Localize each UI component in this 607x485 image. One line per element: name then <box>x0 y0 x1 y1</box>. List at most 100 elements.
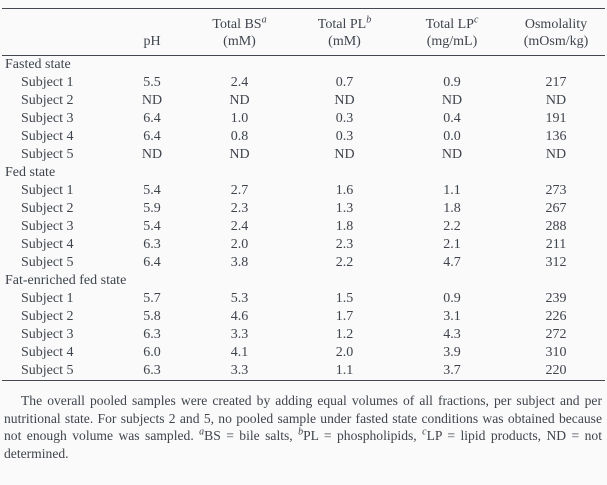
row-label: Subject 5 <box>21 363 74 378</box>
table-row: Subject 1 5.4 2.7 1.6 1.1 273 <box>2 182 605 200</box>
row-label: Subject 2 <box>21 93 74 108</box>
table-row: Subject 3 6.3 3.3 1.2 4.3 272 <box>2 326 605 344</box>
cell-value: ND <box>545 93 567 108</box>
cell-value: 2.4 <box>230 75 249 90</box>
cell-value: 272 <box>545 327 567 342</box>
cell-value: 1.0 <box>230 111 249 126</box>
cell-value: ND <box>229 93 250 108</box>
cell-value: 273 <box>545 183 567 198</box>
header-ph-label: pH <box>143 34 161 49</box>
cell-value: ND <box>141 147 163 162</box>
cell-value: 0.8 <box>230 129 249 144</box>
cell-value: 1.1 <box>335 363 354 378</box>
cell-value: 4.1 <box>230 345 249 360</box>
row-label: Subject 3 <box>21 219 74 234</box>
header-pl-superscript: b <box>366 14 372 26</box>
cell-value: 5.8 <box>143 309 161 324</box>
header-bs-superscript: a <box>261 14 267 26</box>
cell-value: 0.9 <box>443 75 461 90</box>
row-label: Subject 2 <box>21 309 74 324</box>
cell-value: 6.4 <box>143 111 161 126</box>
cell-value: 4.7 <box>443 255 461 270</box>
cell-value: 3.7 <box>443 363 461 378</box>
cell-value: 3.9 <box>443 345 461 360</box>
header-pl-unit: (mM) <box>328 34 361 49</box>
header-ph: pH <box>117 9 187 56</box>
row-label: Subject 4 <box>21 237 74 252</box>
table-row: Subject 1 5.5 2.4 0.7 0.9 217 <box>2 74 605 92</box>
cell-value: ND <box>141 93 163 108</box>
row-label: Subject 5 <box>21 147 74 162</box>
cell-value: 2.0 <box>335 345 354 360</box>
footnote-superscript: a <box>199 426 205 438</box>
table-row: Subject 4 6.0 4.1 2.0 3.9 310 <box>2 344 605 362</box>
table-row: Subject 5 6.3 3.3 1.1 3.7 220 <box>2 362 605 381</box>
cell-value: 267 <box>545 201 567 216</box>
cell-value: ND <box>441 147 463 162</box>
cell-value: 2.4 <box>230 219 249 234</box>
cell-value: 6.3 <box>143 327 161 342</box>
cell-value: 4.6 <box>230 309 249 324</box>
footnote-superscript: c <box>422 426 427 438</box>
cell-value: 2.1 <box>443 237 461 252</box>
cell-value: 6.0 <box>143 345 161 360</box>
cell-value: 1.8 <box>335 219 354 234</box>
section-header-row: Fat-enriched fed state <box>2 272 605 290</box>
cell-value: 1.5 <box>335 291 354 306</box>
header-bs-label: Total BS <box>212 17 262 32</box>
table-header: pH Total BSa (mM) Total PLb (mM) Total L… <box>2 9 605 56</box>
row-label: Subject 1 <box>21 75 74 90</box>
table-row: Subject 4 6.4 0.8 0.3 0.0 136 <box>2 128 605 146</box>
header-total-lp: Total LPc (mg/mL) <box>397 9 507 56</box>
cell-value: 5.5 <box>143 75 161 90</box>
cell-value: 5.7 <box>143 291 161 306</box>
cell-value: 2.3 <box>335 237 354 252</box>
cell-value: ND <box>545 147 567 162</box>
section-label: Fed state <box>5 165 56 180</box>
cell-value: 5.3 <box>230 291 249 306</box>
cell-value: 0.7 <box>335 75 354 90</box>
cell-value: 5.9 <box>143 201 161 216</box>
cell-value: ND <box>441 93 463 108</box>
table-body: Fasted state Subject 1 5.5 2.4 0.7 0.9 217 Subj… <box>2 56 605 381</box>
cell-value: 1.1 <box>443 183 461 198</box>
header-row: pH Total BSa (mM) Total PLb (mM) Total L… <box>2 9 605 56</box>
cell-value: 0.9 <box>443 291 461 306</box>
footnote: The overall pooled samples were created … <box>2 392 605 462</box>
cell-value: 6.4 <box>143 255 161 270</box>
section-label: Fat-enriched fed state <box>5 273 127 288</box>
cell-value: 3.3 <box>230 363 249 378</box>
cell-value: 6.3 <box>143 237 161 252</box>
cell-value: 226 <box>545 309 567 324</box>
section-label: Fasted state <box>5 57 71 72</box>
cell-value: 2.7 <box>230 183 249 198</box>
cell-value: 0.0 <box>443 129 461 144</box>
footnote-text: BS = bile salts, <box>204 428 299 444</box>
cell-value: 220 <box>545 363 567 378</box>
header-lp-unit: (mg/mL) <box>426 34 478 49</box>
cell-value: 2.3 <box>230 201 249 216</box>
cell-value: 5.4 <box>143 219 161 234</box>
header-osmolality: Osmolality (mOsm/kg) <box>507 9 605 56</box>
table-row: Subject 2 ND ND ND ND ND <box>2 92 605 110</box>
header-pl-label: Total PL <box>317 17 367 32</box>
row-label: Subject 4 <box>21 345 74 360</box>
header-lp-label: Total LP <box>425 17 474 32</box>
cell-value: 136 <box>545 129 567 144</box>
table-row: Subject 5 6.4 3.8 2.2 4.7 312 <box>2 254 605 272</box>
cell-value: ND <box>334 93 355 108</box>
row-label: Subject 3 <box>21 111 74 126</box>
cell-value: 288 <box>545 219 567 234</box>
header-total-bs: Total BSa (mM) <box>187 9 292 56</box>
section-header-row: Fed state <box>2 164 605 182</box>
cell-value: 217 <box>545 75 567 90</box>
cell-value: 1.7 <box>335 309 354 324</box>
table-row: Subject 2 5.8 4.6 1.7 3.1 226 <box>2 308 605 326</box>
header-empty <box>2 9 117 56</box>
cell-value: 3.1 <box>443 309 461 324</box>
cell-value: 312 <box>545 255 567 270</box>
table-row: Subject 1 5.7 5.3 1.5 0.9 239 <box>2 290 605 308</box>
cell-value: 4.3 <box>443 327 461 342</box>
cell-value: 3.3 <box>230 327 249 342</box>
